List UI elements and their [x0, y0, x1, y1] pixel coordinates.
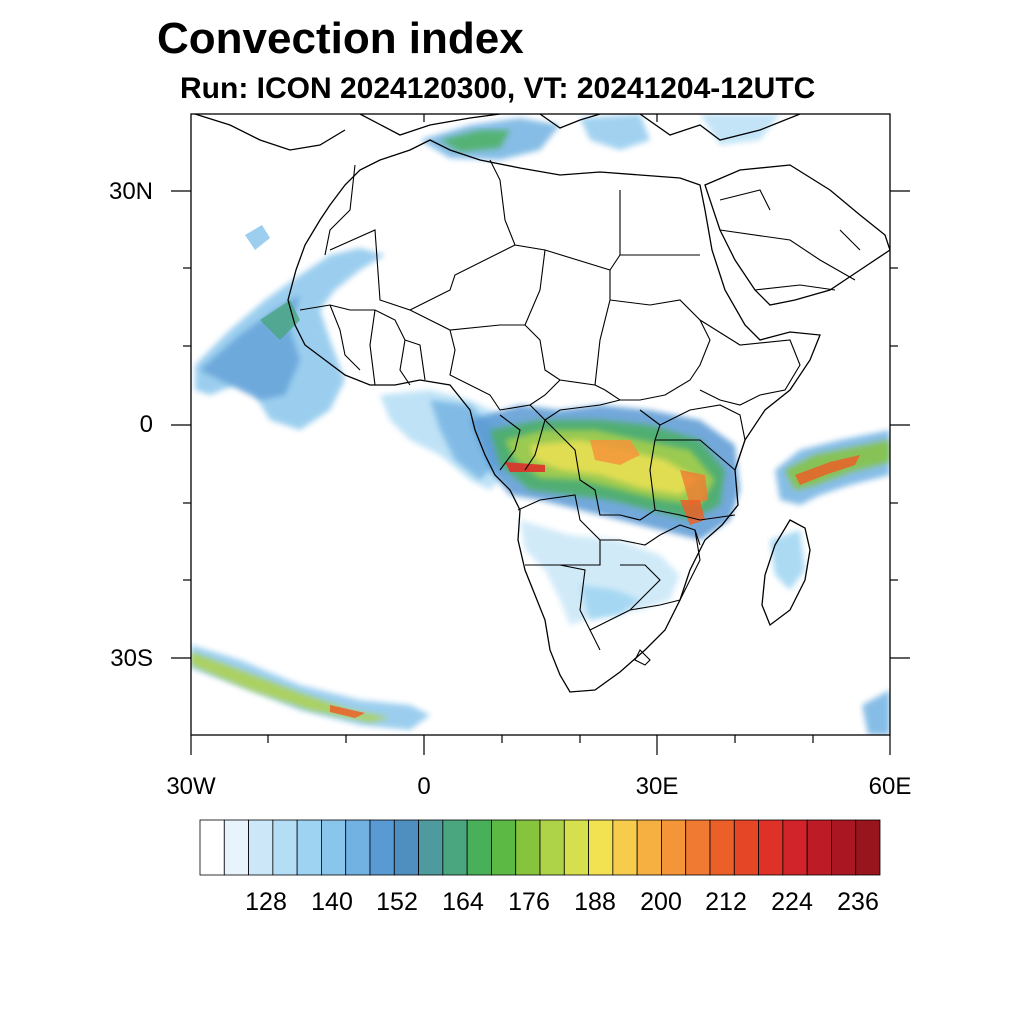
colorbar-swatch	[296, 819, 322, 876]
axis-ticks	[171, 114, 910, 755]
colorbar-swatch	[782, 819, 808, 876]
lat-label-0: 0	[139, 411, 153, 438]
border-west-africa-1	[299, 304, 411, 386]
convection-area-central-africa-4	[530, 440, 700, 495]
lon-label-30w: 30W	[166, 773, 216, 800]
colorbar-swatch	[515, 819, 541, 876]
colorbar-swatch	[272, 819, 298, 876]
lon-label-0: 0	[417, 773, 431, 800]
border-tanzania	[654, 439, 736, 521]
colorbar-swatch	[369, 819, 395, 876]
convection-area-azores	[245, 225, 270, 250]
colorbar-swatch	[223, 819, 249, 876]
convection-area-senegal	[260, 300, 300, 340]
coastline-arabia	[704, 164, 890, 306]
coastline-iberia	[194, 114, 346, 151]
colorbar	[199, 819, 881, 876]
colorbar-label: 140	[311, 888, 353, 916]
convection-area-zambia	[680, 500, 705, 525]
colorbar-swatch	[491, 819, 517, 876]
colorbar-swatch	[539, 819, 565, 876]
convection-area-south-atlantic-core	[330, 705, 365, 718]
lat-label-30n: 30N	[108, 178, 153, 205]
border-morocco-algeria	[324, 164, 356, 256]
colorbar-swatch	[345, 819, 371, 876]
border-arabia-countries	[719, 189, 861, 291]
convection-area-south-atlantic-2	[191, 652, 390, 722]
colorbar-swatch	[758, 819, 784, 876]
convection-area-indian-ocean-core	[795, 455, 860, 485]
colorbar-label: 152	[376, 888, 418, 916]
colorbar-swatch	[321, 819, 347, 876]
convection-area-southern-africa	[520, 520, 680, 625]
border-uganda-kenya	[659, 404, 746, 471]
lon-label-30e: 30E	[635, 773, 679, 800]
border-congo-gabon	[499, 414, 546, 471]
convection-area-tanzania-core	[680, 470, 708, 505]
lon-label-60e: 60E	[868, 773, 912, 800]
colorbar-swatch	[831, 819, 857, 876]
colorbar-label: 200	[640, 888, 682, 916]
border-angola	[517, 494, 601, 566]
border-ethiopia	[699, 319, 801, 406]
colorbar-swatch	[442, 819, 468, 876]
coastline-europe	[359, 114, 801, 141]
colorbar-swatch	[393, 819, 419, 876]
convection-area-south-atlantic	[191, 645, 430, 730]
convection-area-central-africa-core	[590, 440, 640, 465]
convection-area-mediterranean-core	[440, 130, 510, 152]
colorbar-label: 176	[508, 888, 550, 916]
border-cameroon-car	[499, 379, 621, 421]
colorbar-swatch	[806, 819, 832, 876]
colorbar-swatch	[563, 819, 589, 876]
map-title: Convection index	[157, 14, 524, 63]
border-south-africa	[589, 599, 681, 666]
colorbar-label: 212	[705, 888, 747, 916]
colorbar-swatch	[709, 819, 735, 876]
colorbar-label: 164	[442, 888, 484, 916]
colorbar-label: 224	[771, 888, 813, 916]
colorbar-swatch	[661, 819, 687, 876]
border-mozambique	[679, 529, 701, 601]
colorbar-swatch	[588, 819, 614, 876]
colorbar-swatch	[855, 819, 881, 876]
map-subtitle: Run: ICON 2024120300, VT: 20241204-12UTC	[180, 72, 816, 105]
convection-area-north-east	[700, 114, 780, 145]
colorbar-swatch	[612, 819, 638, 876]
convection-area-southern-africa-2	[580, 585, 640, 620]
coastlines	[194, 114, 890, 693]
colorbar-swatch	[199, 819, 225, 876]
convection-area-congo-core	[505, 462, 545, 472]
country-borders	[299, 159, 861, 666]
colorbar-swatch	[733, 819, 759, 876]
colorbar-label: 236	[837, 888, 879, 916]
border-niger-nigeria	[409, 309, 525, 411]
border-west-africa-2	[329, 304, 426, 386]
colorbar-label: 128	[245, 888, 287, 916]
convection-shading	[191, 114, 890, 735]
colorbar-label: 188	[574, 888, 616, 916]
colorbar-swatch	[685, 819, 711, 876]
colorbar-swatch	[466, 819, 492, 876]
border-chad	[524, 249, 611, 386]
colorbar-swatch	[418, 819, 444, 876]
colorbar-swatch	[636, 819, 662, 876]
coastline-africa	[287, 139, 821, 693]
colorbar-swatch	[248, 819, 274, 876]
coastline-madagascar	[761, 519, 811, 627]
lat-label-30s: 30S	[110, 645, 153, 672]
convection-area-southeast-corner	[862, 690, 890, 735]
convection-area-aegean	[580, 114, 650, 150]
convection-area-madagascar	[770, 530, 805, 590]
border-sudan	[594, 299, 711, 401]
border-libya	[489, 159, 621, 271]
